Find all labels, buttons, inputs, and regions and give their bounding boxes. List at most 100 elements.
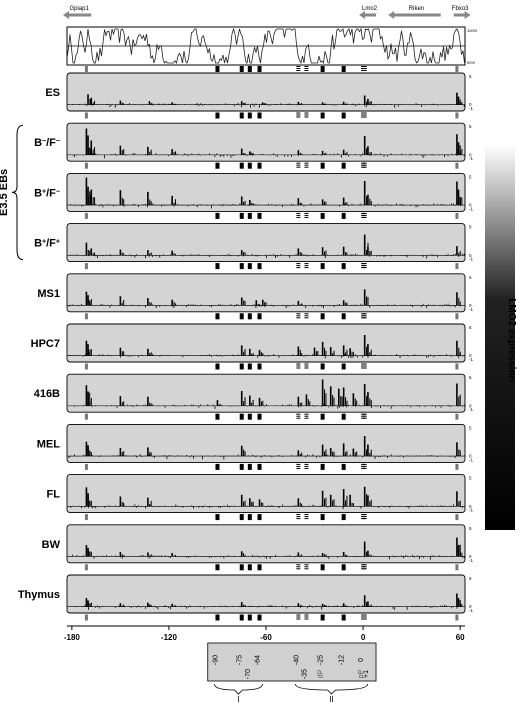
noise-bar	[164, 505, 166, 507]
noise-bar	[111, 304, 113, 306]
data-bar-shoulder	[174, 199, 176, 206]
data-bar-shoulder	[324, 347, 326, 356]
noise-bar	[250, 605, 251, 607]
element-marker	[239, 564, 244, 571]
data-bar-shoulder	[370, 152, 372, 155]
gene-tick	[455, 313, 459, 320]
track-panel	[66, 474, 466, 514]
noise-bar	[155, 606, 157, 609]
y-tick-label: 5	[469, 124, 472, 129]
element-marker	[341, 112, 346, 119]
noise-bar	[312, 305, 314, 307]
data-bar-shoulder	[173, 605, 175, 607]
noise-bar	[415, 153, 417, 155]
noise-bar	[301, 506, 303, 508]
element-marker-dashed	[304, 263, 309, 265]
panel-label-sup: −	[56, 188, 60, 195]
noise-bar	[328, 556, 330, 559]
noise-bar	[303, 254, 305, 256]
data-bar-shoulder	[299, 604, 301, 607]
data-bar-shoulder	[92, 149, 94, 155]
data-bar-shoulder	[243, 553, 245, 557]
noise-bar	[282, 205, 283, 208]
panel-label: B−/F−	[34, 137, 60, 149]
noise-bar	[143, 555, 145, 557]
noise-bar	[342, 355, 344, 357]
data-bar-shoulder	[345, 452, 347, 457]
data-bar	[119, 249, 122, 256]
noise-bar	[291, 154, 292, 157]
data-bar-shoulder	[324, 153, 326, 155]
noise-bar	[337, 304, 339, 306]
noise-bar	[196, 254, 198, 256]
data-bar-shoulder	[346, 103, 348, 105]
noise-bar	[161, 205, 162, 207]
noise-bar	[314, 153, 316, 155]
data-bar	[297, 300, 300, 306]
noise-bar	[362, 355, 364, 358]
noise-bar	[164, 405, 166, 408]
data-bar	[240, 196, 243, 206]
noise-bar	[429, 455, 431, 457]
data-bar-shoulder	[333, 499, 335, 507]
element-marker	[257, 162, 262, 169]
data-bar-shoulder	[354, 452, 356, 457]
data-bar-shoulder	[315, 351, 317, 356]
noise-bar	[75, 555, 77, 557]
element-marker-dashed	[362, 566, 367, 568]
noise-bar	[237, 304, 239, 306]
data-bar	[240, 390, 243, 406]
noise-bar	[138, 205, 139, 207]
noise-bar	[187, 205, 189, 207]
data-bar	[119, 347, 122, 356]
element-label: +1	[363, 670, 370, 678]
data-bar	[342, 551, 345, 557]
data-bar	[329, 494, 332, 507]
noise-bar	[194, 304, 196, 306]
noise-bar	[97, 605, 98, 607]
data-bar	[367, 495, 369, 507]
group-brace	[11, 124, 24, 261]
noise-bar	[227, 254, 228, 256]
noise-bar	[463, 253, 465, 256]
noise-bar	[86, 104, 88, 106]
element-marker-dashed	[296, 415, 301, 417]
gene-label: Gpiap1	[69, 6, 89, 12]
noise-bar	[406, 555, 408, 557]
data-bar	[363, 541, 366, 557]
gene-tick	[455, 162, 459, 169]
data-bar	[249, 395, 251, 406]
noise-bar	[145, 305, 146, 308]
noise-bar	[269, 104, 271, 106]
noise-bar	[234, 104, 235, 107]
data-bar-shoulder	[150, 302, 152, 306]
noise-bar	[323, 305, 324, 309]
element-marker-dashed	[304, 164, 309, 166]
data-bar	[367, 98, 369, 105]
noise-bar	[406, 506, 408, 508]
group-bracket-label: II	[329, 695, 333, 703]
panel-label-sup: −	[56, 138, 60, 145]
data-bar	[342, 489, 345, 507]
noise-bar	[191, 304, 193, 306]
gene-tick	[84, 212, 88, 219]
data-bar	[258, 397, 261, 406]
data-bar-shoulder	[94, 252, 96, 256]
data-bar-shoulder	[150, 352, 152, 356]
noise-bar	[230, 405, 232, 407]
noise-bar	[105, 554, 107, 557]
noise-bar	[335, 104, 337, 106]
noise-bar	[273, 506, 275, 507]
noise-bar	[255, 506, 257, 507]
noise-bar	[463, 154, 465, 157]
track-panel	[66, 223, 466, 263]
data-bar	[363, 180, 366, 206]
noise-bar	[289, 103, 291, 105]
y-tick-label: -1	[469, 407, 473, 412]
data-bar	[87, 445, 89, 457]
noise-bar	[125, 154, 127, 156]
noise-bar	[410, 505, 412, 507]
data-bar-shoulder	[370, 449, 372, 457]
noise-bar	[269, 254, 271, 256]
noise-bar	[431, 555, 433, 557]
